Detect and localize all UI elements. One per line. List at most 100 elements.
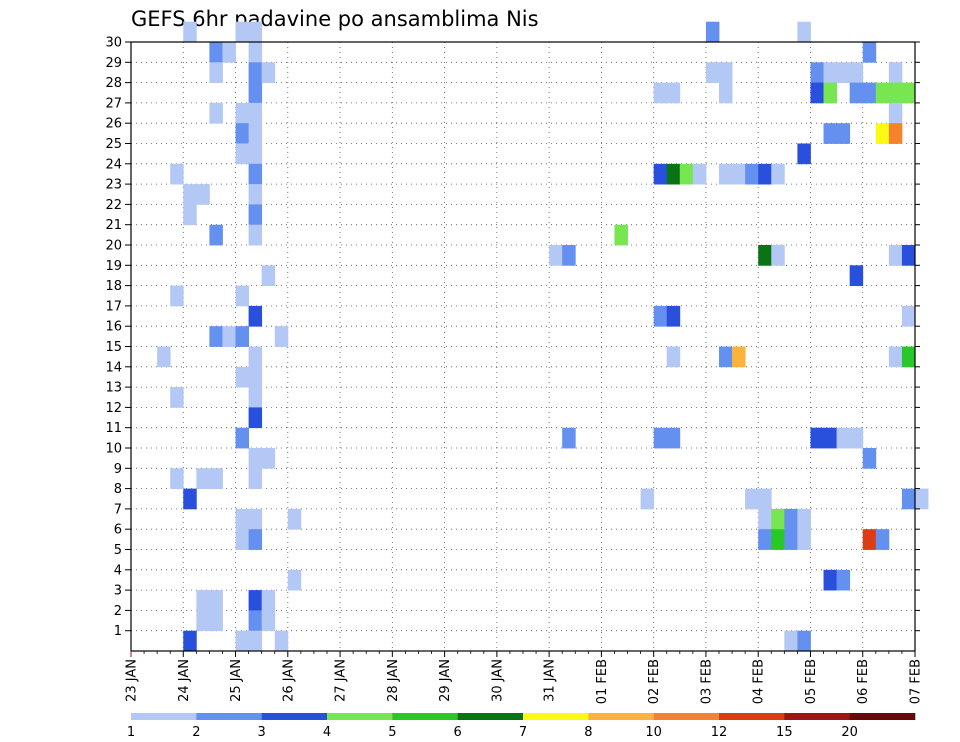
heatmap-cell — [653, 82, 668, 104]
heatmap-cell — [248, 346, 263, 368]
heatmap-cell — [719, 82, 733, 104]
heatmap-cell — [797, 630, 811, 652]
heatmap-cell — [248, 224, 263, 246]
heatmap-cell — [562, 427, 576, 449]
colorbar-swatch — [196, 713, 262, 720]
heatmap-cell — [836, 427, 851, 449]
heatmap-cell — [248, 143, 263, 165]
heatmap-cell — [183, 488, 197, 510]
heatmap-cell — [209, 42, 223, 63]
colorbar-label: 12 — [711, 725, 728, 740]
heatmap-cell — [758, 508, 772, 530]
heatmap-cell — [797, 529, 811, 550]
heatmap-cell — [261, 62, 276, 83]
heatmap-cell — [248, 305, 263, 327]
heatmap-cell — [170, 163, 184, 185]
x-tick-label: 24 JAN — [177, 659, 192, 702]
x-tick-label: 07 FEB — [909, 659, 924, 704]
heatmap-cell — [196, 610, 210, 632]
heatmap-cell — [666, 82, 681, 104]
heatmap-cell — [248, 184, 263, 205]
y-tick-label: 26 — [105, 117, 122, 132]
heatmap-cell — [771, 508, 785, 530]
heatmap-cell — [261, 265, 276, 286]
heatmap-cell — [209, 468, 223, 489]
y-tick-label: 4 — [114, 563, 122, 578]
y-tick-label: 18 — [105, 279, 122, 294]
heatmap-cell — [248, 82, 263, 104]
y-tick-label: 22 — [105, 198, 122, 213]
heatmap-cell — [810, 82, 824, 104]
heatmap-cell — [209, 590, 223, 611]
y-tick-label: 8 — [114, 482, 122, 497]
heatmap-cell — [287, 508, 302, 530]
heatmap-cell — [836, 62, 851, 83]
heatmap-cell — [888, 123, 903, 144]
colorbar-swatch — [261, 713, 328, 720]
heatmap-cell — [705, 21, 720, 43]
heatmap-cell — [248, 62, 263, 83]
x-tick-label: 25 JAN — [229, 659, 244, 702]
colorbar-swatch — [849, 713, 916, 720]
heatmap-cell — [196, 468, 210, 489]
heatmap-cell — [901, 245, 916, 266]
colorbar-label: 20 — [841, 725, 858, 740]
heatmap-cell — [235, 143, 249, 165]
x-tick-label: 02 FEB — [647, 659, 662, 704]
heatmap-cell — [248, 590, 263, 611]
heatmap-cell — [248, 468, 263, 489]
heatmap-cell — [248, 163, 263, 185]
heatmap-cell — [209, 62, 223, 83]
heatmap-cell — [222, 326, 236, 347]
y-tick-label: 21 — [105, 218, 122, 233]
y-tick-label: 23 — [105, 178, 122, 193]
heatmap-cell — [157, 346, 171, 368]
y-tick-label: 28 — [105, 76, 122, 91]
y-tick-label: 29 — [105, 56, 122, 71]
heatmap-cell — [888, 245, 903, 266]
heatmap-cell — [823, 427, 837, 449]
y-tick-label: 6 — [114, 523, 122, 538]
heatmap-cell — [562, 245, 576, 266]
heatmap-cell — [719, 163, 733, 185]
heatmap-cell — [235, 427, 249, 449]
heatmap-cell — [679, 163, 694, 185]
colorbar-label: 15 — [776, 725, 793, 740]
colorbar-swatch — [523, 713, 589, 720]
y-tick-label: 15 — [105, 340, 122, 355]
heatmap-cell — [274, 630, 289, 652]
heatmap-cell — [849, 265, 864, 286]
heatmap-cell — [183, 204, 197, 226]
heatmap-cell — [235, 285, 249, 307]
heatmap-cell — [209, 224, 223, 246]
y-tick-label: 17 — [105, 299, 122, 314]
heatmap-cell — [823, 82, 837, 104]
heatmap-cell — [719, 346, 733, 368]
heatmap-cell — [183, 630, 197, 652]
heatmap-cell — [771, 163, 785, 185]
heatmap-cell — [170, 387, 184, 408]
heatmap-cell — [666, 346, 681, 368]
heatmap-cell — [666, 427, 681, 449]
heatmap-cell — [549, 245, 563, 266]
colorbar-swatch — [653, 713, 720, 720]
heatmap-cell — [784, 630, 798, 652]
heatmap-cell — [248, 630, 263, 652]
heatmap-cell — [810, 62, 824, 83]
heatmap-cell — [797, 21, 811, 43]
y-axis: 1234567891011121314151617181920212223242… — [105, 36, 920, 639]
heatmap-cells — [157, 21, 929, 652]
heatmap-cell — [823, 569, 837, 591]
x-tick-label: 01 FEB — [595, 659, 610, 704]
heatmap-cell — [862, 82, 877, 104]
y-tick-label: 7 — [114, 502, 122, 517]
heatmap-cell — [849, 62, 864, 83]
heatmap-cell — [261, 590, 276, 611]
y-tick-label: 24 — [105, 157, 122, 172]
heatmap-cell — [784, 529, 798, 550]
heatmap-cell — [209, 102, 223, 124]
colorbar-swatch — [457, 713, 524, 720]
heatmap-cell — [784, 508, 798, 530]
heatmap-cell — [875, 82, 890, 104]
